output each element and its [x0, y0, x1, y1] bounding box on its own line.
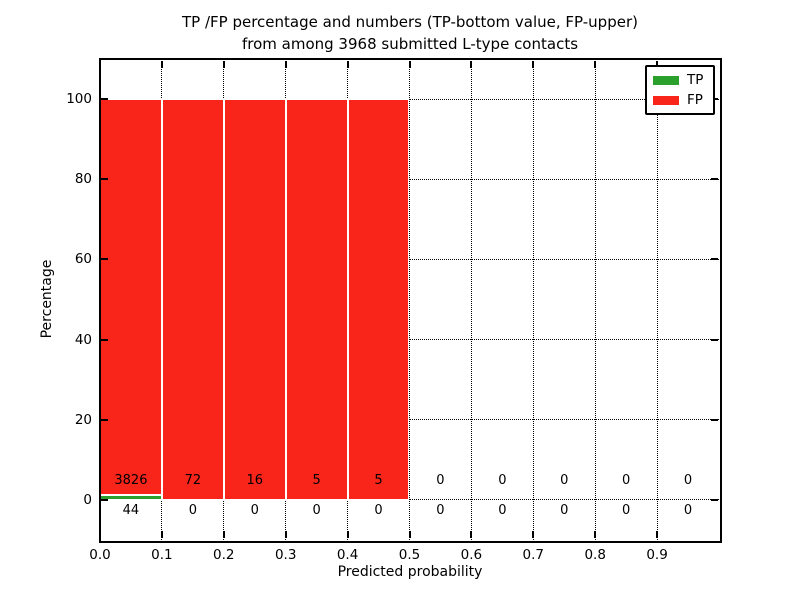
- fp-bar: [161, 99, 224, 500]
- fp-count-label: 0: [498, 473, 507, 489]
- y-tick-right: [711, 258, 718, 261]
- fp-bar: [347, 99, 410, 500]
- tp-count-label: 0: [560, 503, 569, 519]
- legend-label-fp: FP: [687, 92, 703, 108]
- tp-bar: [100, 495, 162, 500]
- fp-bar: [285, 99, 348, 500]
- x-gridline: [409, 59, 410, 540]
- x-tick-top: [594, 61, 597, 68]
- y-tick: [101, 258, 108, 261]
- y-tick-label: 20: [74, 411, 92, 428]
- y-tick: [101, 338, 108, 341]
- x-tick: [470, 531, 473, 538]
- x-tick-top: [222, 61, 225, 68]
- y-gridline: [100, 419, 719, 421]
- tp-count-label: 0: [498, 503, 507, 519]
- y-tick-label: 0: [83, 491, 92, 508]
- fp-count-label: 5: [374, 473, 383, 489]
- tp-count-label: 0: [683, 503, 693, 519]
- fp-bar: [100, 99, 162, 496]
- x-tick-label: 0.2: [213, 547, 235, 563]
- tp-count-label: 44: [122, 503, 140, 519]
- legend-entry-tp: TP: [653, 73, 707, 87]
- y-tick: [101, 498, 108, 501]
- x-gridline: [532, 59, 534, 540]
- tp-count-label: 0: [622, 503, 631, 519]
- tp-count-label: 0: [250, 503, 259, 519]
- fp-count-label: 5: [312, 473, 321, 489]
- x-tick-label: 0.9: [646, 547, 668, 563]
- fp-count-label: 3826: [114, 473, 148, 489]
- y-gridline: [100, 258, 719, 260]
- x-tick: [656, 531, 659, 538]
- x-gridline: [656, 59, 658, 540]
- x-tick-top: [656, 61, 659, 68]
- y-tick-right: [711, 338, 718, 341]
- chart-title: TP /FP percentage and numbers (TP-bottom…: [100, 11, 720, 55]
- x-tick-label: 0.0: [89, 547, 111, 563]
- x-tick-top: [99, 61, 101, 68]
- x-tick: [408, 531, 411, 538]
- fp-color-swatch-icon: [653, 95, 679, 105]
- y-tick: [101, 178, 108, 181]
- y-tick-right: [711, 178, 718, 181]
- tp-color-swatch-icon: [653, 75, 679, 85]
- x-tick-top: [532, 61, 535, 68]
- y-gridline: [100, 339, 719, 341]
- y-tick: [101, 98, 108, 101]
- tp-count-label: 0: [436, 503, 445, 519]
- y-gridline: [100, 499, 719, 501]
- x-gridline: [594, 59, 596, 540]
- x-tick: [222, 531, 225, 538]
- fp-bar: [223, 99, 286, 500]
- x-tick-label: 0.7: [522, 547, 545, 563]
- x-tick-top: [408, 61, 411, 68]
- x-tick-top: [346, 61, 349, 68]
- fp-count-label: 0: [622, 473, 631, 489]
- tp-count-label: 0: [188, 503, 197, 519]
- x-tick-top: [160, 61, 163, 68]
- y-gridline: [100, 178, 719, 180]
- fp-count-label: 0: [683, 473, 693, 489]
- x-tick: [346, 531, 349, 538]
- y-tick-label: 80: [74, 171, 92, 188]
- legend-entry-fp: FP: [653, 93, 707, 107]
- x-tick-label: 0.3: [274, 547, 297, 563]
- fp-count-label: 72: [184, 473, 202, 489]
- tp-count-label: 0: [374, 503, 383, 519]
- x-tick-label: 0.1: [151, 547, 173, 563]
- tp-count-label: 0: [312, 503, 321, 519]
- x-tick: [99, 531, 101, 538]
- legend-label-tp: TP: [687, 72, 704, 88]
- y-gridline: [100, 98, 719, 100]
- chart-title-line1: TP /FP percentage and numbers (TP-bottom…: [182, 13, 638, 31]
- legend: TP FP: [645, 65, 715, 115]
- x-tick-label: 0.8: [584, 547, 606, 563]
- x-tick-label: 0.4: [336, 547, 359, 563]
- fp-count-label: 0: [560, 473, 569, 489]
- x-tick: [160, 531, 163, 538]
- y-tick-right: [711, 418, 718, 421]
- x-axis-label: Predicted probability: [337, 564, 483, 580]
- chart-title-line2: from among 3968 submitted L-type contact…: [241, 35, 579, 53]
- x-tick: [594, 531, 597, 538]
- x-tick: [532, 531, 535, 538]
- x-tick-label: 0.5: [398, 547, 421, 563]
- x-tick-label: 0.6: [460, 547, 483, 563]
- x-tick: [284, 531, 287, 538]
- y-tick-label: 60: [74, 251, 92, 268]
- y-axis-label: Percentage: [39, 259, 55, 339]
- y-tick-label: 40: [74, 331, 92, 348]
- y-tick-right: [711, 498, 718, 501]
- x-tick-top: [284, 61, 287, 68]
- fp-count-label: 0: [436, 473, 445, 489]
- y-tick: [101, 418, 108, 421]
- x-gridline: [470, 59, 472, 540]
- fp-count-label: 16: [246, 473, 264, 489]
- x-tick-top: [470, 61, 473, 68]
- y-tick-label: 100: [66, 91, 92, 108]
